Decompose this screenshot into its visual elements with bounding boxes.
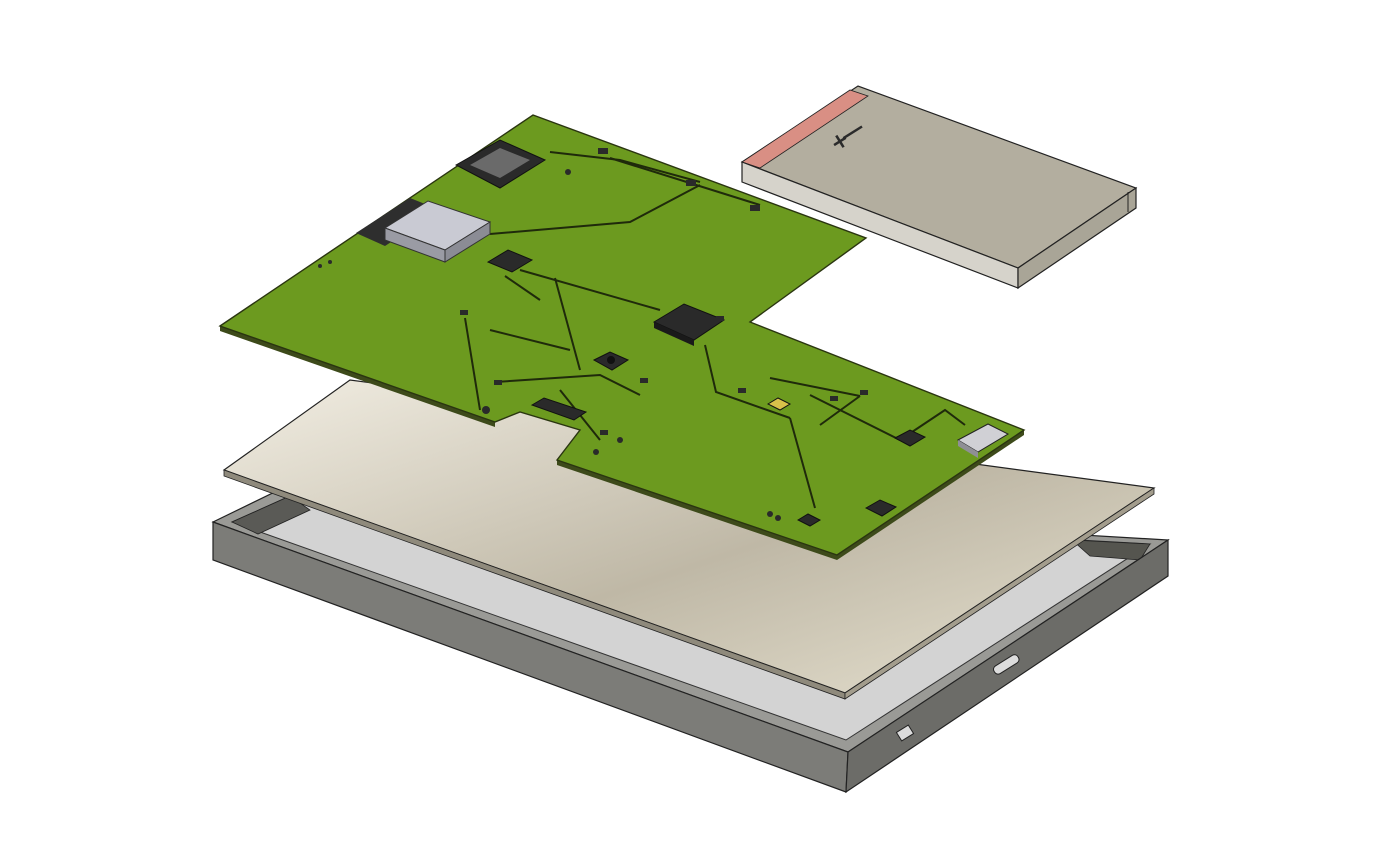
passive-3 bbox=[750, 205, 760, 211]
trace-6 bbox=[489, 329, 571, 351]
trace-13 bbox=[549, 151, 701, 183]
passive-5 bbox=[830, 396, 838, 401]
pcb-edge bbox=[220, 326, 495, 427]
trace-5 bbox=[464, 317, 481, 411]
pad-8 bbox=[318, 264, 322, 268]
passive-6 bbox=[860, 390, 868, 395]
ic-small-3 bbox=[796, 513, 822, 527]
battery-pack: + | bbox=[740, 85, 1138, 290]
trace-4 bbox=[504, 275, 541, 301]
trace-15 bbox=[769, 377, 861, 397]
sd-slot-opening bbox=[470, 148, 530, 178]
passive-11 bbox=[600, 430, 608, 435]
sd-card-slot bbox=[454, 139, 547, 189]
pad-4 bbox=[775, 515, 781, 521]
pcb-traces bbox=[464, 151, 966, 509]
passive-10 bbox=[460, 310, 468, 315]
trace-3 bbox=[554, 277, 581, 371]
button-cap bbox=[607, 356, 615, 364]
pad-2 bbox=[565, 169, 571, 175]
pad-7 bbox=[328, 260, 332, 264]
trace-8 bbox=[789, 417, 816, 509]
trace-11 bbox=[494, 373, 641, 396]
passive-8 bbox=[494, 380, 502, 385]
tactile-button bbox=[592, 351, 630, 371]
ic-small-1 bbox=[486, 249, 534, 273]
pcb-board bbox=[218, 114, 1026, 560]
usb-side bbox=[958, 440, 978, 458]
passive-9 bbox=[716, 316, 724, 321]
battery-side-right bbox=[1017, 186, 1137, 290]
battery-seam bbox=[1017, 263, 1025, 269]
trace-9 bbox=[809, 394, 901, 441]
ic-small-2 bbox=[893, 429, 927, 447]
pcb-edge-2 bbox=[557, 460, 837, 560]
main-ic-side bbox=[654, 322, 694, 346]
trace-16 bbox=[819, 395, 861, 426]
led-component bbox=[766, 397, 792, 411]
passive-7 bbox=[640, 378, 648, 383]
passive-2 bbox=[686, 180, 696, 186]
pad-5 bbox=[593, 449, 599, 455]
trace-2 bbox=[519, 269, 661, 311]
passive-4 bbox=[738, 388, 746, 393]
sheet-edge-right bbox=[844, 487, 1155, 700]
fpc-connector bbox=[530, 397, 588, 421]
wifi-module bbox=[356, 198, 492, 263]
passive-components bbox=[318, 148, 868, 521]
module-shield-side-right bbox=[444, 221, 491, 263]
trace-1 bbox=[489, 184, 701, 235]
usb-c-connector bbox=[956, 423, 1010, 458]
tray-slot-usb bbox=[993, 654, 1020, 675]
trace-7 bbox=[704, 344, 791, 419]
pad-6 bbox=[617, 437, 623, 443]
pad-1 bbox=[482, 406, 490, 414]
connector-small bbox=[864, 499, 898, 517]
pad-3 bbox=[767, 511, 773, 517]
trace-14 bbox=[609, 157, 761, 206]
trace-10 bbox=[899, 408, 966, 441]
tray-slot-1 bbox=[895, 724, 915, 742]
passive-1 bbox=[598, 148, 608, 154]
pcb-edge-3 bbox=[837, 430, 1024, 560]
tray-inner-wall-left bbox=[231, 495, 311, 535]
